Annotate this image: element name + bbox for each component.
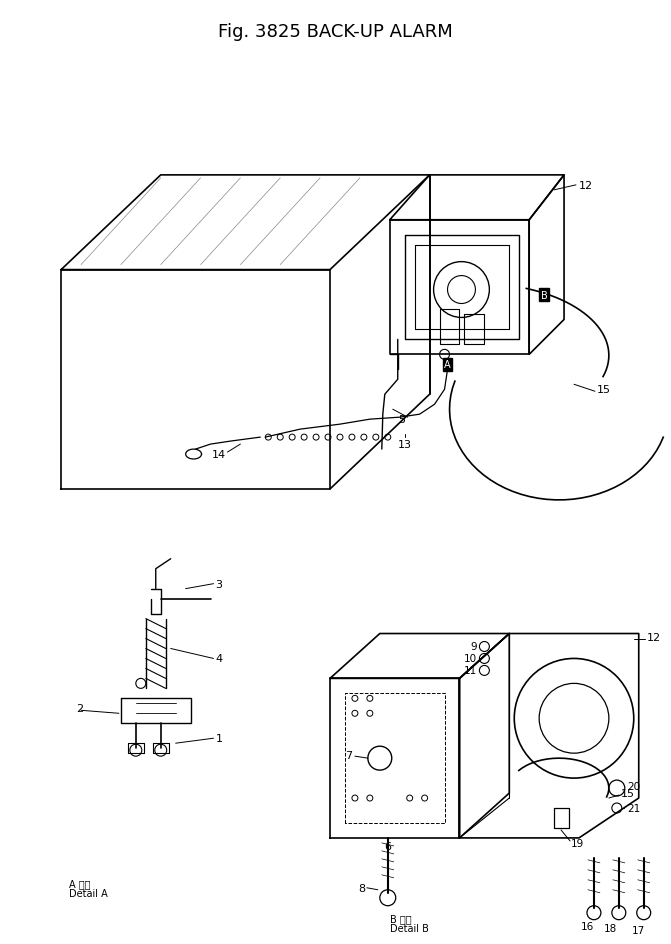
Text: 2: 2 (76, 703, 83, 714)
Text: 9: 9 (471, 642, 477, 651)
Text: 1: 1 (215, 733, 223, 744)
Text: 3: 3 (215, 579, 223, 589)
Text: 15: 15 (621, 788, 635, 799)
Text: 4: 4 (215, 654, 223, 664)
Text: 6: 6 (384, 841, 391, 851)
Text: 14: 14 (211, 449, 225, 460)
Text: B: B (541, 290, 548, 300)
Text: 19: 19 (571, 838, 584, 848)
Text: 11: 11 (464, 666, 477, 676)
Text: 7: 7 (345, 750, 352, 760)
Text: 8: 8 (358, 883, 365, 893)
Text: 13: 13 (398, 440, 412, 449)
Text: A: A (444, 360, 451, 370)
Text: 15: 15 (597, 385, 611, 395)
Text: 5: 5 (398, 414, 405, 425)
Text: 10: 10 (464, 654, 477, 664)
Text: A 視図: A 視図 (69, 878, 91, 888)
Text: Detail A: Detail A (69, 887, 108, 898)
Text: 16: 16 (580, 920, 594, 931)
Text: Fig. 3825 BACK-UP ALARM: Fig. 3825 BACK-UP ALARM (217, 24, 452, 42)
Text: 12: 12 (579, 180, 593, 191)
Text: 12: 12 (647, 632, 661, 642)
Text: 17: 17 (632, 925, 646, 935)
Text: 18: 18 (604, 922, 617, 933)
Text: B 視図: B 視図 (390, 913, 411, 922)
Text: Detail B: Detail B (390, 922, 429, 933)
Text: 20: 20 (627, 782, 640, 791)
Text: 21: 21 (627, 803, 640, 813)
